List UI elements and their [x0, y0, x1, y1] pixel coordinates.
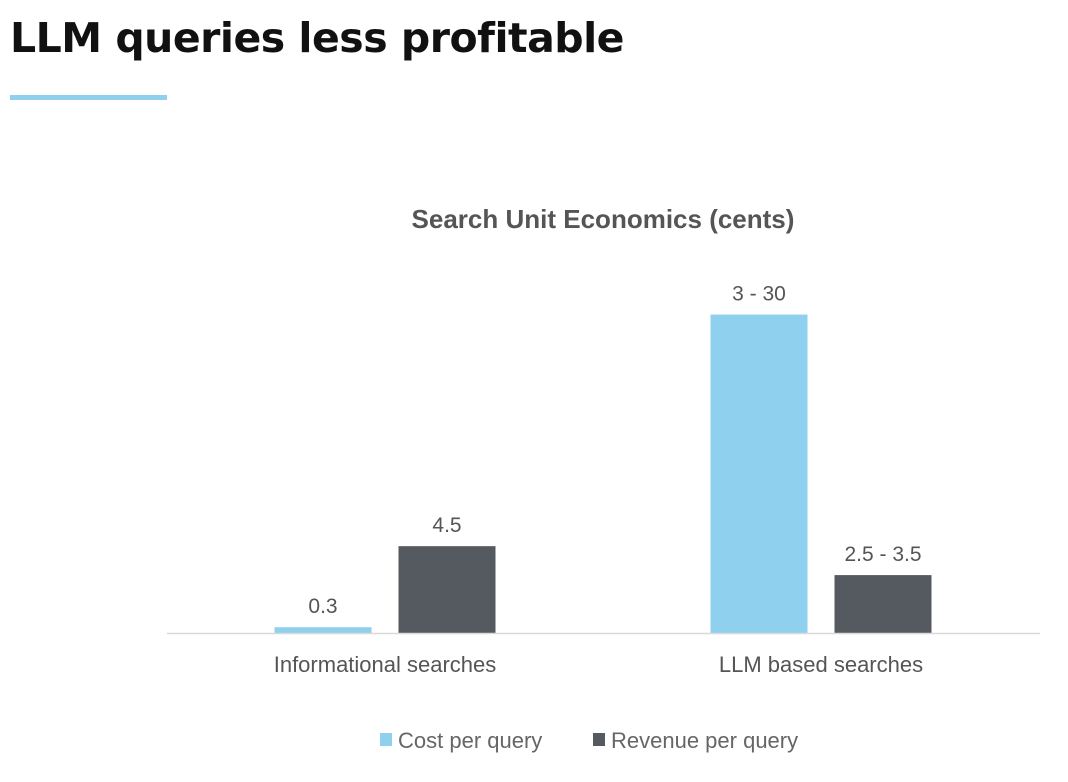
- data-label: 4.5: [432, 514, 461, 537]
- legend-swatch: [380, 733, 392, 746]
- data-label: 2.5 - 3.5: [844, 543, 921, 566]
- bar-revenue: [834, 575, 932, 633]
- data-label: 3 - 30: [732, 283, 786, 306]
- legend-label: Revenue per query: [611, 728, 798, 753]
- title-underline: [10, 95, 167, 100]
- legend-swatch: [593, 733, 605, 746]
- bar-revenue: [398, 546, 496, 633]
- category-label: LLM based searches: [719, 652, 923, 677]
- data-label: 0.3: [308, 595, 337, 618]
- legend-label: Cost per query: [398, 728, 542, 753]
- page-title: LLM queries less profitable: [10, 14, 624, 62]
- chart-title: Search Unit Economics (cents): [412, 204, 795, 234]
- bar-cost: [710, 314, 808, 633]
- category-label: Informational searches: [274, 652, 497, 677]
- bar-cost: [274, 627, 372, 633]
